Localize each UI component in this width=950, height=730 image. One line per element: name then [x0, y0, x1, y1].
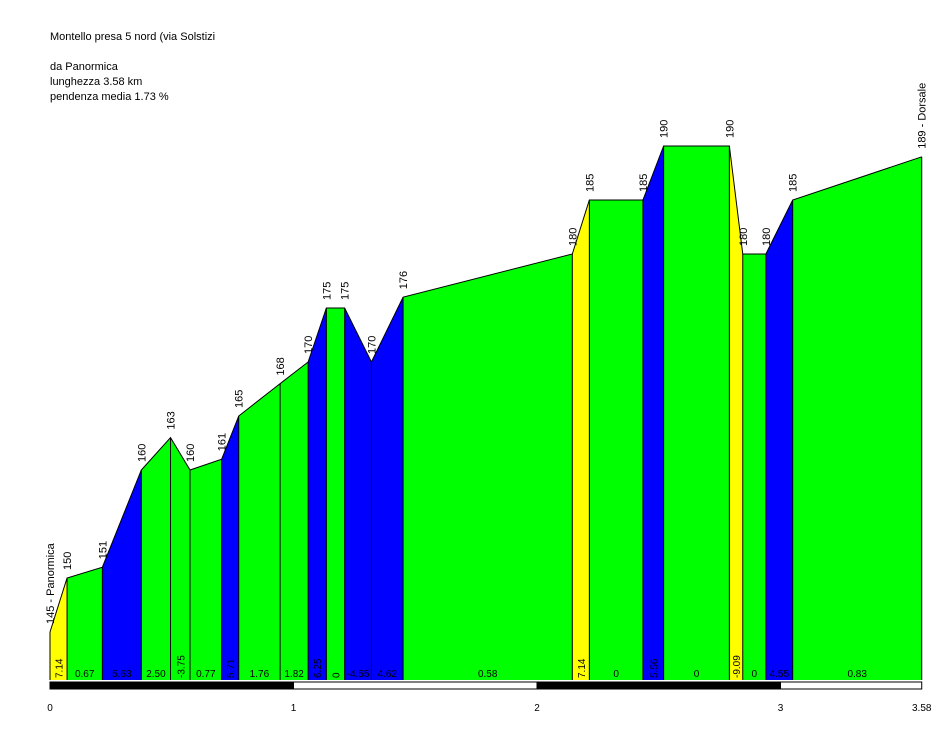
- elevation-label: 180: [761, 228, 773, 246]
- grade-label: 0.58: [478, 669, 498, 680]
- segment-fill: [326, 308, 345, 680]
- elevation-label: 160: [185, 444, 197, 462]
- grade-label: 5.71: [226, 658, 237, 678]
- segment-fill: [742, 254, 766, 680]
- elevation-label: 160: [136, 444, 148, 462]
- elevation-label: 150: [62, 552, 74, 570]
- grade-label: 1.76: [250, 669, 270, 680]
- elevation-label: 185: [584, 174, 596, 192]
- segment-fill: [403, 254, 573, 680]
- segment-fill: [102, 470, 142, 680]
- segment-fill: [792, 156, 922, 681]
- grade-label: 1.82: [284, 669, 304, 680]
- elevation-label: 185: [788, 174, 800, 192]
- scale-bar-segment: [780, 681, 923, 690]
- start-elevation-label: 145 - Panormica: [45, 542, 57, 624]
- grade-label: 2.50: [146, 669, 166, 680]
- segment-fill: [308, 308, 327, 680]
- segment-fill: [190, 459, 222, 680]
- grade-label: 4.55: [770, 669, 790, 680]
- grade-label: -9.09: [732, 655, 743, 678]
- segment-fill: [589, 200, 643, 680]
- chart-header: Montello presa 5 nord (via Solstizi da P…: [50, 30, 215, 105]
- elevation-label: 165: [234, 390, 246, 408]
- segment-fill: [141, 437, 171, 680]
- x-tick-label: 3.58: [912, 703, 932, 714]
- elevation-label: 185: [638, 174, 650, 192]
- average-grade-label: pendenza media 1.73 %: [50, 91, 169, 103]
- elevation-label: 190: [659, 120, 671, 138]
- grade-label: -4.55: [347, 669, 370, 680]
- grade-label: 0.83: [847, 669, 867, 680]
- grade-label: 7.14: [55, 658, 66, 678]
- segment-fill: [765, 200, 793, 680]
- elevation-label: 163: [166, 411, 178, 429]
- elevation-labels: 145 - Panormica 150 151 160 163 160 161 165 168 1…: [45, 83, 929, 624]
- segment-fill: [371, 297, 404, 680]
- elevation-label: 180: [738, 228, 750, 246]
- grade-label: 0: [332, 672, 343, 678]
- elevation-label: 168: [275, 357, 287, 375]
- segment-fill: [280, 362, 309, 680]
- grade-label: 0.67: [75, 669, 95, 680]
- segment-fill: [50, 578, 68, 680]
- distance-scale-bar: [49, 681, 923, 690]
- grade-label: -3.75: [176, 655, 187, 678]
- profile-outline: [49, 145, 923, 680]
- grade-label: 7.14: [577, 658, 588, 678]
- scale-bar-segment: [293, 681, 538, 690]
- segment-fill: [663, 146, 730, 680]
- grade-label: 0: [752, 669, 758, 680]
- grade-label: 0.77: [196, 669, 216, 680]
- x-tick-label: 1: [291, 703, 297, 714]
- segment-fill: [170, 437, 191, 680]
- segment-fill: [729, 146, 743, 680]
- chart-title: Montello presa 5 nord (via Solstizi: [50, 31, 216, 43]
- x-tick-label: 0: [47, 703, 53, 714]
- grade-label: 0: [694, 669, 700, 680]
- x-tick-label: 2: [534, 703, 540, 714]
- elevation-label: 175: [340, 282, 352, 300]
- segment-fills: [50, 146, 922, 681]
- segment-fill: [238, 383, 281, 680]
- x-tick-label: 3: [778, 703, 784, 714]
- profile-top-line: [49, 145, 922, 633]
- segment-fill: [67, 567, 103, 680]
- grade-label: 0: [613, 669, 619, 680]
- elevation-label: 176: [398, 271, 410, 289]
- start-point-label: da Panormica: [50, 61, 118, 73]
- elevation-label: 151: [97, 541, 109, 559]
- scale-bar-segment: [49, 681, 294, 690]
- elevation-label: 161: [217, 433, 229, 451]
- elevation-label: 175: [321, 282, 333, 300]
- x-axis-tick-labels: 0 1 2 3 3.58: [47, 703, 932, 714]
- grade-labels: 7.14 0.67 5.63 2.50 -3.75 0.77 5.71 1.76 1.82 6.2…: [55, 655, 868, 680]
- scale-bar-segment: [536, 681, 781, 690]
- grade-label: 5.56: [649, 658, 660, 678]
- elevation-label: 170: [303, 336, 315, 354]
- grade-label: 4.62: [378, 669, 398, 680]
- grade-label: 6.25: [313, 658, 324, 678]
- segment-fill: [572, 200, 590, 680]
- grade-label: 5.63: [112, 669, 132, 680]
- segment-fill: [221, 416, 239, 680]
- elevation-label: 190: [724, 120, 736, 138]
- elevation-label: 180: [567, 228, 579, 246]
- segment-fill: [344, 308, 372, 680]
- elevation-label: 170: [366, 336, 378, 354]
- end-elevation-label: 189 - Dorsale: [917, 83, 929, 149]
- length-label: lunghezza 3.58 km: [50, 76, 143, 88]
- segment-fill: [642, 146, 664, 680]
